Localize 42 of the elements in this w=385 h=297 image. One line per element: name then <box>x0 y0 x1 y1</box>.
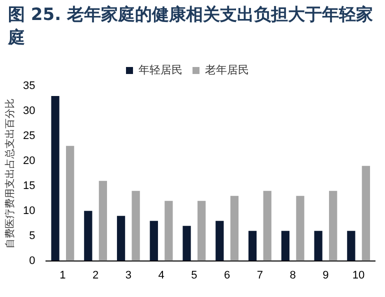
bar <box>164 200 173 261</box>
bar <box>84 210 92 261</box>
bar <box>263 190 272 261</box>
bar <box>198 200 206 261</box>
bar <box>362 166 370 261</box>
bar <box>296 196 304 261</box>
legend-label: 年轻居民 <box>138 63 182 76</box>
x-tick-label: 5 <box>191 269 198 282</box>
bar <box>314 230 322 261</box>
y-tick-label: 15 <box>22 180 36 192</box>
bar <box>182 226 191 261</box>
x-tick-label: 8 <box>290 269 296 282</box>
bar <box>51 96 60 261</box>
x-tick-label: 4 <box>158 269 164 282</box>
bar <box>66 146 74 261</box>
x-tick-label: 1 <box>60 269 66 282</box>
y-tick-label: 35 <box>22 80 36 92</box>
x-tick-label: 9 <box>322 269 329 282</box>
x-tick-label: 6 <box>224 269 230 282</box>
y-tick-label: 10 <box>22 204 36 217</box>
y-tick-label: 0 <box>29 254 36 267</box>
y-tick-label: 25 <box>22 130 36 142</box>
bar <box>116 216 126 261</box>
y-axis-title: 自费医疗费用支出占总支出百分比 <box>4 98 16 248</box>
y-tick-label: 30 <box>22 105 36 118</box>
bar <box>281 230 290 261</box>
bar <box>150 220 158 261</box>
bar <box>329 190 338 261</box>
legend-label: 老年居民 <box>205 63 249 76</box>
bar <box>132 190 140 261</box>
x-tick-label: 10 <box>352 269 365 282</box>
bar <box>248 230 257 261</box>
y-tick-label: 5 <box>29 230 36 242</box>
chart-title: 图 25. 老年家庭的健康相关支出负担大于年轻家庭 <box>8 4 374 50</box>
y-tick-label: 20 <box>22 154 36 167</box>
bar <box>230 196 239 261</box>
x-tick-label: 2 <box>92 269 99 282</box>
bar <box>98 180 108 261</box>
bar <box>216 220 224 261</box>
bar <box>347 230 356 261</box>
x-tick-label: 3 <box>125 269 132 282</box>
x-tick-label: 7 <box>256 269 263 282</box>
